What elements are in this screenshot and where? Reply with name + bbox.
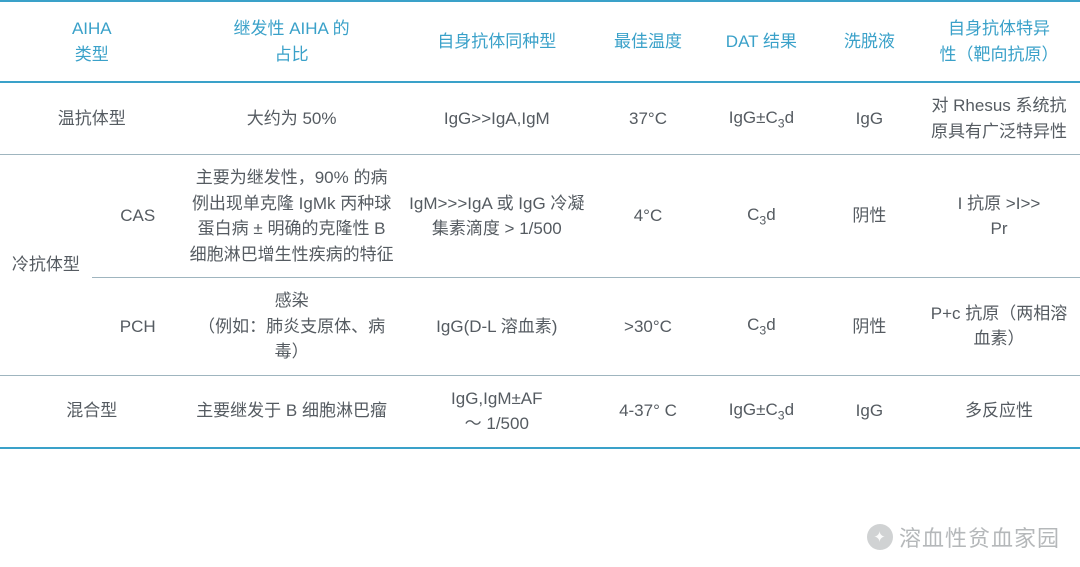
watermark-text: 溶血性贫血家园 bbox=[899, 521, 1060, 553]
col-header-dat: DAT 结果 bbox=[702, 1, 821, 82]
cell-secondary: 主要为继发性，90% 的病例出现单克隆 IgMk 丙种球蛋白病 ± 明确的克隆性… bbox=[184, 155, 400, 278]
cell-isotype: IgM>>>IgA 或 IgG 冷凝集素滴度 > 1/500 bbox=[400, 155, 594, 278]
cell-dat: C3d bbox=[702, 278, 821, 376]
cell-type: 温抗体型 bbox=[0, 82, 184, 155]
cell-type-main: 冷抗体型 bbox=[0, 155, 92, 376]
col-header-eluate: 洗脱液 bbox=[821, 1, 918, 82]
cell-dat: IgG±C3d bbox=[702, 375, 821, 448]
cell-secondary: 主要继发于 B 细胞淋巴瘤 bbox=[184, 375, 400, 448]
cell-secondary: 大约为 50% bbox=[184, 82, 400, 155]
cell-temp: 4°C bbox=[594, 155, 702, 278]
cell-isotype: IgG>>IgA,IgM bbox=[400, 82, 594, 155]
table-header-row: AIHA类型 继发性 AIHA 的占比 自身抗体同种型 最佳温度 DAT 结果 … bbox=[0, 1, 1080, 82]
table-row: PCH 感染 （例如：肺炎支原体、病毒） IgG(D-L 溶血素) >30°C … bbox=[0, 278, 1080, 376]
table-row: 混合型 主要继发于 B 细胞淋巴瘤 IgG,IgM±AF ～ 1/500 4-3… bbox=[0, 375, 1080, 448]
cell-eluate: IgG bbox=[821, 82, 918, 155]
col-header-temp: 最佳温度 bbox=[594, 1, 702, 82]
cell-isotype: IgG(D-L 溶血素) bbox=[400, 278, 594, 376]
col-header-secondary: 继发性 AIHA 的占比 bbox=[184, 1, 400, 82]
cell-specificity: 对 Rhesus 系统抗原具有广泛特异性 bbox=[918, 82, 1080, 155]
table-row: 冷抗体型 CAS 主要为继发性，90% 的病例出现单克隆 IgMk 丙种球蛋白病… bbox=[0, 155, 1080, 278]
col-header-isotype: 自身抗体同种型 bbox=[400, 1, 594, 82]
cell-type-sub: CAS bbox=[92, 155, 184, 278]
cell-dat: IgG±C3d bbox=[702, 82, 821, 155]
cell-temp: 4-37° C bbox=[594, 375, 702, 448]
cell-type: 混合型 bbox=[0, 375, 184, 448]
cell-secondary: 感染 （例如：肺炎支原体、病毒） bbox=[184, 278, 400, 376]
cell-specificity: 多反应性 bbox=[918, 375, 1080, 448]
cell-specificity: I 抗原 >I>> Pr bbox=[918, 155, 1080, 278]
cell-type-sub: PCH bbox=[92, 278, 184, 376]
col-header-type: AIHA类型 bbox=[0, 1, 184, 82]
aiha-table-container: AIHA类型 继发性 AIHA 的占比 自身抗体同种型 最佳温度 DAT 结果 … bbox=[0, 0, 1080, 449]
cell-specificity: P+c 抗原（两相溶血素） bbox=[918, 278, 1080, 376]
col-header-specificity: 自身抗体特异性（靶向抗原） bbox=[918, 1, 1080, 82]
cell-dat: C3d bbox=[702, 155, 821, 278]
cell-eluate: 阴性 bbox=[821, 155, 918, 278]
cell-isotype: IgG,IgM±AF ～ 1/500 bbox=[400, 375, 594, 448]
aiha-classification-table: AIHA类型 继发性 AIHA 的占比 自身抗体同种型 最佳温度 DAT 结果 … bbox=[0, 0, 1080, 449]
cell-temp: 37°C bbox=[594, 82, 702, 155]
wechat-icon: ✦ bbox=[867, 524, 893, 550]
cell-eluate: IgG bbox=[821, 375, 918, 448]
cell-temp: >30°C bbox=[594, 278, 702, 376]
cell-eluate: 阴性 bbox=[821, 278, 918, 376]
table-row: 温抗体型 大约为 50% IgG>>IgA,IgM 37°C IgG±C3d I… bbox=[0, 82, 1080, 155]
watermark: ✦ 溶血性贫血家园 bbox=[867, 521, 1060, 553]
